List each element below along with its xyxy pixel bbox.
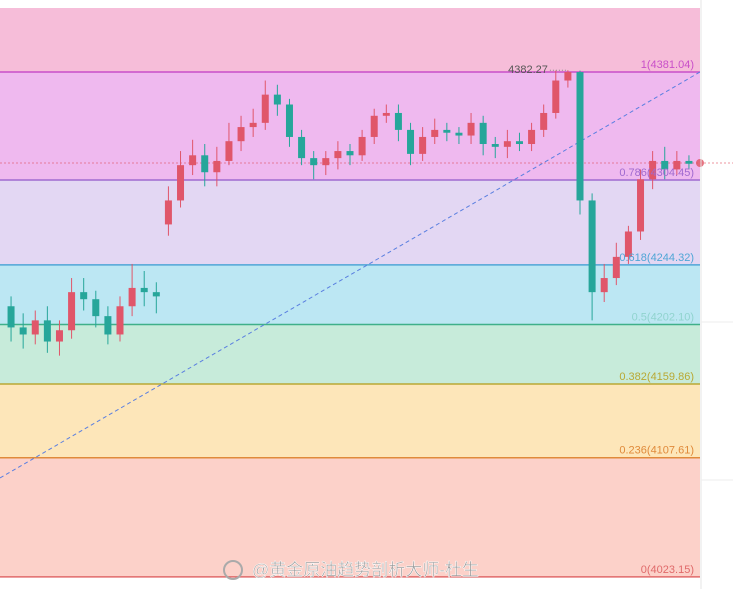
candle-body — [140, 287, 148, 293]
candle-body — [419, 136, 427, 154]
candle-body — [407, 129, 415, 154]
candle-body — [564, 72, 572, 81]
candle-body — [152, 292, 160, 297]
fib-label: 0.618(4244.32) — [619, 252, 694, 264]
candle-body — [649, 160, 657, 180]
candle-body — [370, 115, 378, 137]
candle-body — [358, 136, 366, 156]
candle-body — [503, 141, 511, 147]
candle-body — [128, 287, 136, 307]
fib-label: 0.5(4202.10) — [632, 311, 694, 323]
candle-body — [334, 151, 342, 159]
fib-label: 0.382(4159.86) — [619, 371, 694, 383]
fib-label: 0.236(4107.61) — [619, 445, 694, 457]
fib-band — [0, 457, 700, 577]
candle-body — [600, 278, 608, 293]
fib-label: 1(4381.04) — [641, 59, 694, 71]
candle-body — [19, 327, 27, 335]
candle-body — [298, 136, 306, 159]
candle-body — [80, 292, 88, 300]
candle-body — [637, 179, 645, 232]
candle-body — [673, 160, 681, 170]
fib-band — [0, 384, 700, 458]
candle-body — [177, 165, 185, 201]
candle-body — [261, 94, 269, 123]
candle-body — [491, 144, 499, 147]
candle-body — [346, 151, 354, 156]
watermark-text: @黄金原油趋势剖析大师-杜生 — [252, 560, 479, 579]
watermark: @黄金原油趋势剖析大师-杜生 — [223, 560, 479, 580]
candle-body — [382, 112, 390, 116]
candle-body — [612, 256, 620, 279]
candle-body — [431, 129, 439, 137]
candle-body — [249, 122, 257, 128]
fib-band — [0, 8, 700, 72]
candle-body — [479, 122, 487, 145]
candle-body — [43, 320, 51, 342]
candle-body — [285, 104, 293, 137]
candle-body — [455, 132, 463, 136]
candle-body — [661, 160, 669, 170]
candle-body — [237, 127, 245, 142]
candle-body — [515, 141, 523, 145]
candle-layer — [7, 70, 693, 356]
candle-body — [310, 158, 318, 166]
candle-body — [322, 158, 330, 166]
candle-body — [92, 299, 100, 317]
candle-body — [528, 129, 536, 145]
candle-body — [201, 155, 209, 173]
candle-body — [624, 231, 632, 257]
candle-body — [576, 72, 584, 201]
candle-body — [164, 200, 172, 225]
candle-body — [552, 80, 560, 113]
candle-body — [7, 306, 15, 328]
fib-label: 0(4023.15) — [641, 564, 694, 576]
candle-body — [213, 160, 221, 173]
candle-body — [443, 129, 451, 133]
candle-body — [225, 141, 233, 161]
fib-label: 0.786(4304.45) — [619, 167, 694, 179]
candle-body — [394, 112, 402, 130]
candle-body — [104, 316, 112, 335]
candle-body — [588, 200, 596, 293]
candle-body — [68, 292, 76, 331]
candle-body — [31, 320, 39, 335]
candle-body — [540, 112, 548, 130]
candle-body — [467, 122, 475, 136]
candle-body — [116, 306, 124, 335]
candle-body — [189, 155, 197, 166]
price-dot — [696, 159, 704, 167]
candle-body — [55, 330, 63, 342]
candle-body — [273, 94, 281, 105]
candle-body — [685, 160, 693, 164]
band-layer — [0, 8, 700, 578]
weibo-icon — [223, 560, 243, 580]
high-label: 4382.27 — [508, 64, 548, 76]
